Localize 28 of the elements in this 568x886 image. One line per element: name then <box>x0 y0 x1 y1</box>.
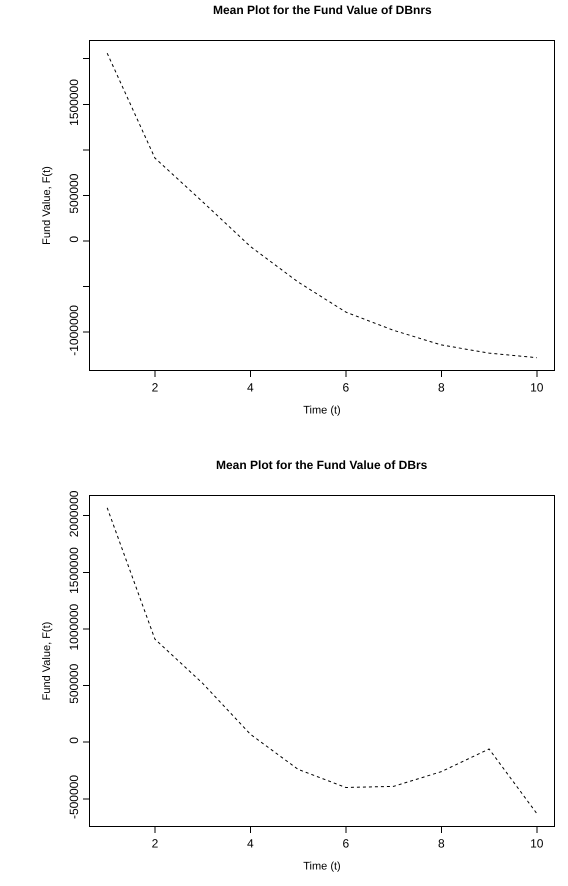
y-tick-label: 500000 <box>67 173 82 214</box>
x-tick-label: 2 <box>152 380 159 394</box>
y-tick-label: 2000000 <box>67 490 82 538</box>
x-tick-label: 4 <box>247 380 254 394</box>
x-axis-title: Time (t) <box>303 404 341 417</box>
y-tick-label: 1500000 <box>67 78 82 126</box>
line-series <box>106 52 538 358</box>
x-tick-label: 4 <box>247 836 254 850</box>
y-axis-title: Fund Value, F(t) <box>40 622 53 700</box>
y-tick-label: -1000000 <box>67 304 82 356</box>
x-tick-label: 6 <box>342 380 350 394</box>
y-axis-title: Fund Value, F(t) <box>40 166 53 245</box>
y-tick-label: 0 <box>67 236 82 243</box>
x-tick-label: 6 <box>342 836 350 850</box>
chart-title: Mean Plot for the Fund Value of DBrs <box>216 458 428 472</box>
y-tick-label: 0 <box>67 736 82 744</box>
x-tick-label: 10 <box>530 380 544 394</box>
y-tick-label: 1500000 <box>67 546 82 594</box>
x-tick-label: 8 <box>438 836 445 850</box>
y-tick-label: -500000 <box>67 774 82 820</box>
x-tick-label: 2 <box>152 836 159 850</box>
y-tick-label: 1000000 <box>67 603 82 651</box>
x-axis-title: Time (t) <box>303 860 341 873</box>
y-tick-label: 500000 <box>67 663 82 704</box>
chart-title: Mean Plot for the Fund Value of DBnrs <box>213 3 432 17</box>
line-series <box>106 507 538 814</box>
x-tick-label: 8 <box>438 380 445 394</box>
x-tick-label: 10 <box>530 836 544 850</box>
